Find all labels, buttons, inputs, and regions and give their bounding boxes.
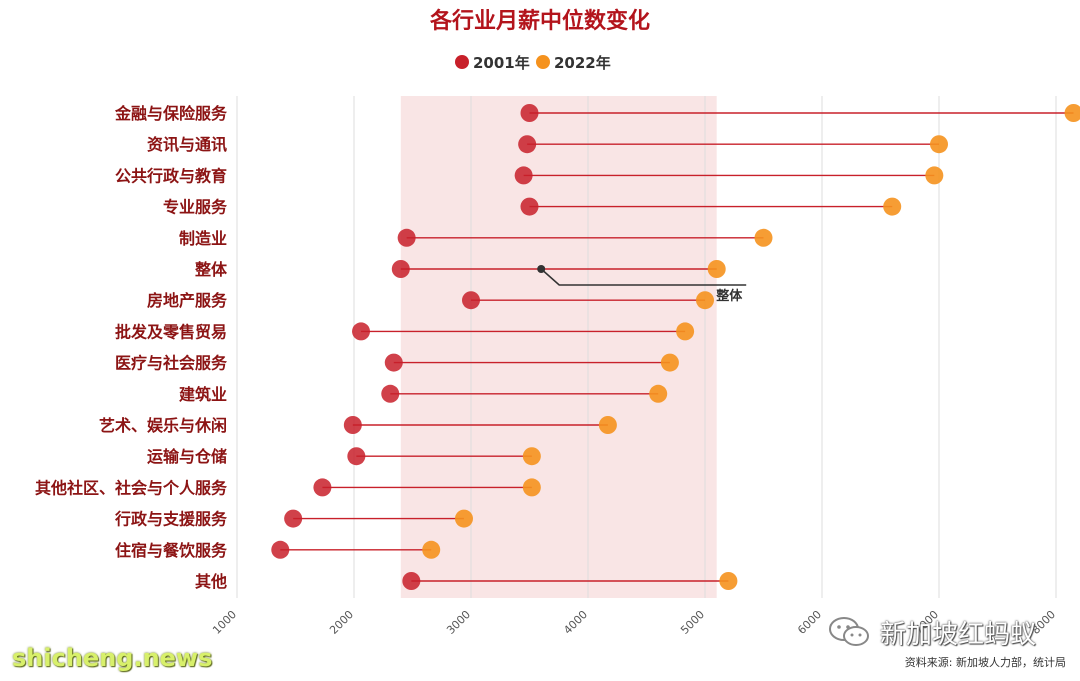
category-label: 公共行政与教育 — [115, 166, 227, 185]
annotation: 整体 — [537, 265, 747, 304]
category-label: 住宿与餐饮服务 — [115, 541, 228, 560]
dot-2022 — [660, 353, 679, 372]
category-label: 艺术、娱乐与休闲 — [99, 416, 227, 435]
channel-name: 新加坡红蚂蚁 — [880, 619, 1037, 650]
category-label: 房地产服务 — [147, 291, 228, 310]
category-label: 运输与仓储 — [147, 447, 227, 466]
dot-2001 — [520, 104, 539, 122]
dot-2022 — [719, 572, 738, 590]
connector-lines — [280, 112, 1074, 582]
category-label: 制造业 — [179, 229, 227, 248]
dot-2001 — [391, 260, 410, 278]
legend-marker-1 — [536, 55, 550, 69]
category-label: 建筑业 — [179, 385, 227, 404]
dot-2001 — [402, 572, 421, 590]
dot-2022 — [707, 260, 726, 278]
dot-2001 — [514, 166, 533, 185]
chart-title: 各行业月薪中位数变化 — [429, 8, 650, 34]
wechat-icon — [829, 617, 869, 646]
dot-2001 — [271, 540, 290, 559]
dot-2001 — [462, 291, 480, 310]
annotation-label: 整体 — [715, 288, 743, 304]
dot-2001 — [313, 478, 332, 497]
source-note: 资料来源: 新加坡人力部，统计局 — [904, 656, 1066, 669]
channel-watermark: 新加坡红蚂蚁 — [828, 612, 1068, 652]
dot-2001 — [284, 509, 303, 528]
legend: 2001年 2022年 — [455, 54, 611, 72]
x-tick-label: 5000 — [678, 608, 707, 637]
category-label: 资讯与通讯 — [147, 135, 227, 154]
category-label: 整体 — [194, 260, 228, 279]
x-tick-label: 1000 — [210, 608, 239, 637]
dot-2001 — [343, 416, 362, 434]
dot-2001 — [352, 322, 371, 341]
x-tick-label: 3000 — [444, 608, 473, 637]
category-label: 其他社区、社会与个人服务 — [35, 478, 228, 497]
category-label: 专业服务 — [163, 198, 228, 217]
x-tick-label: 4000 — [561, 608, 590, 637]
overall-range-band — [400, 96, 717, 598]
dot-2022 — [676, 322, 695, 341]
dot-2022 — [696, 291, 714, 310]
category-label: 其他 — [195, 572, 227, 591]
dot-2022 — [649, 384, 668, 403]
annotation-leader — [540, 268, 747, 286]
dot-2022 — [883, 197, 902, 216]
x-tick-label: 2000 — [327, 608, 356, 637]
category-label: 行政与支援服务 — [114, 510, 228, 529]
category-label: 医疗与社会服务 — [115, 354, 228, 373]
site-watermark: shicheng.news — [12, 644, 213, 672]
dot-2001 — [520, 197, 539, 216]
dot-2022 — [522, 447, 541, 466]
category-label: 金融与保险服务 — [114, 104, 228, 123]
legend-marker-0 — [455, 55, 469, 69]
dot-2022 — [925, 166, 944, 185]
dot-2022 — [754, 228, 773, 247]
dot-2022 — [1064, 104, 1080, 122]
legend-label-1: 2022年 — [554, 54, 611, 72]
dot-2001 — [518, 135, 537, 154]
dot-2001 — [384, 353, 403, 372]
dot-2022 — [598, 416, 617, 434]
dot-2022 — [454, 509, 473, 528]
data-dots — [271, 104, 1080, 590]
dot-2001 — [397, 228, 416, 247]
dot-2022 — [422, 540, 441, 559]
dot-2022 — [522, 478, 541, 497]
category-label: 批发及零售贸易 — [115, 322, 227, 341]
dot-2001 — [381, 384, 400, 403]
x-tick-label: 6000 — [795, 608, 824, 637]
dot-2022 — [930, 135, 948, 154]
category-labels: 金融与保险服务资讯与通讯公共行政与教育专业服务制造业整体房地产服务批发及零售贸易… — [35, 104, 228, 591]
dot-2001 — [347, 447, 366, 466]
legend-label-0: 2001年 — [473, 54, 530, 72]
